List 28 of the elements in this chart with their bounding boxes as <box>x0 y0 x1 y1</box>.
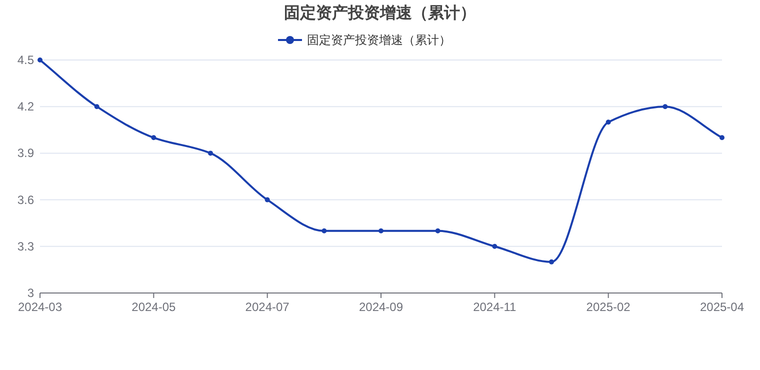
chart-title: 固定资产投资增速（累计） <box>284 4 476 22</box>
point <box>151 135 156 140</box>
y-tick-label: 3 <box>27 286 34 300</box>
point <box>720 135 724 140</box>
point <box>322 228 327 234</box>
x-tick-label: 2024-07 <box>245 300 290 314</box>
point <box>264 197 270 202</box>
point <box>378 228 384 234</box>
point <box>662 104 668 110</box>
point <box>492 244 498 249</box>
y-tick-label: 3.3 <box>17 239 34 254</box>
y-tick-label: 3.9 <box>17 146 34 160</box>
point <box>606 120 611 125</box>
y-tick-label: 3.6 <box>17 192 34 207</box>
point <box>94 104 100 110</box>
y-tick-label: 4.2 <box>17 100 34 114</box>
x-tick-label: 2025-02 <box>586 300 631 314</box>
x-tick-label: 2024-05 <box>132 300 176 314</box>
point <box>208 150 213 156</box>
x-tick-label: 2024-11 <box>473 300 517 314</box>
point <box>435 228 440 234</box>
point <box>549 259 554 264</box>
point <box>38 58 42 62</box>
y-tick-label: 4.5 <box>17 53 34 67</box>
legend-label: 固定资产投资增速（累计） <box>307 33 451 47</box>
x-tick-label: 2025-04 <box>700 300 744 314</box>
x-tick-label: 2024-09 <box>358 300 404 314</box>
x-tick-label: 2024-03 <box>18 300 62 314</box>
